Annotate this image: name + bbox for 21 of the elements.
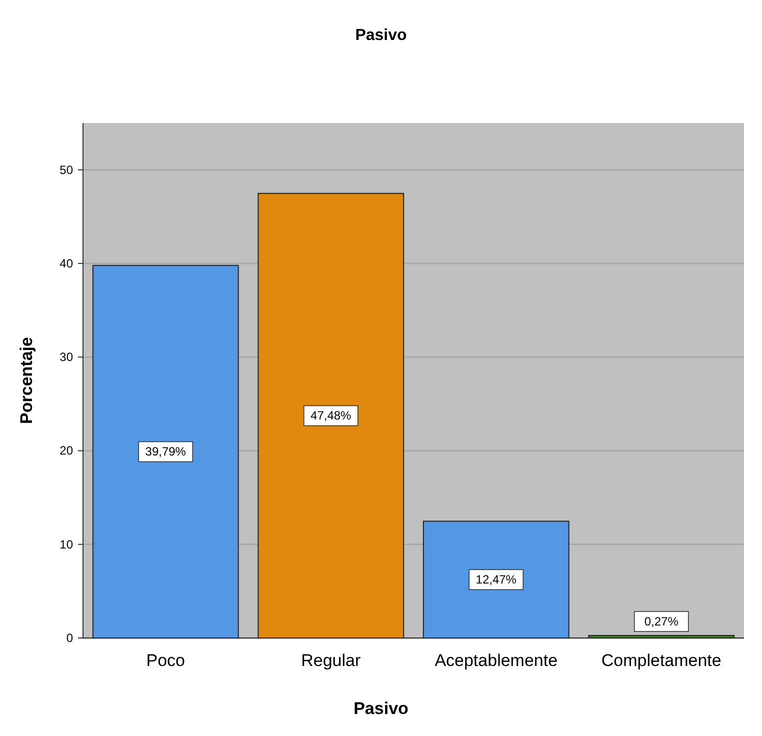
x-axis-title: Pasivo [354, 699, 408, 718]
y-tick-label: 0 [66, 631, 74, 645]
y-tick-label: 10 [60, 537, 74, 552]
x-tick-label: Poco [146, 651, 185, 670]
x-tick-label: Aceptablemente [434, 651, 558, 670]
bar [588, 634, 735, 638]
data-label: 47,48% [310, 408, 352, 423]
x-tick-label: Completamente [601, 651, 722, 670]
data-label: 12,47% [476, 572, 517, 587]
y-tick-label: 50 [60, 162, 74, 177]
chart-title: Pasivo [355, 27, 408, 44]
y-axis-title: Porcentaje [17, 337, 36, 424]
bar [258, 192, 404, 638]
data-label: 39,79% [145, 444, 186, 459]
y-tick-label: 30 [60, 350, 74, 364]
data-label: 0,27% [644, 614, 679, 628]
y-tick-label: 20 [60, 444, 74, 458]
bar [92, 264, 239, 638]
bar [422, 520, 570, 638]
x-tick-label: Regular [301, 651, 361, 670]
y-tick-label: 40 [60, 256, 74, 270]
